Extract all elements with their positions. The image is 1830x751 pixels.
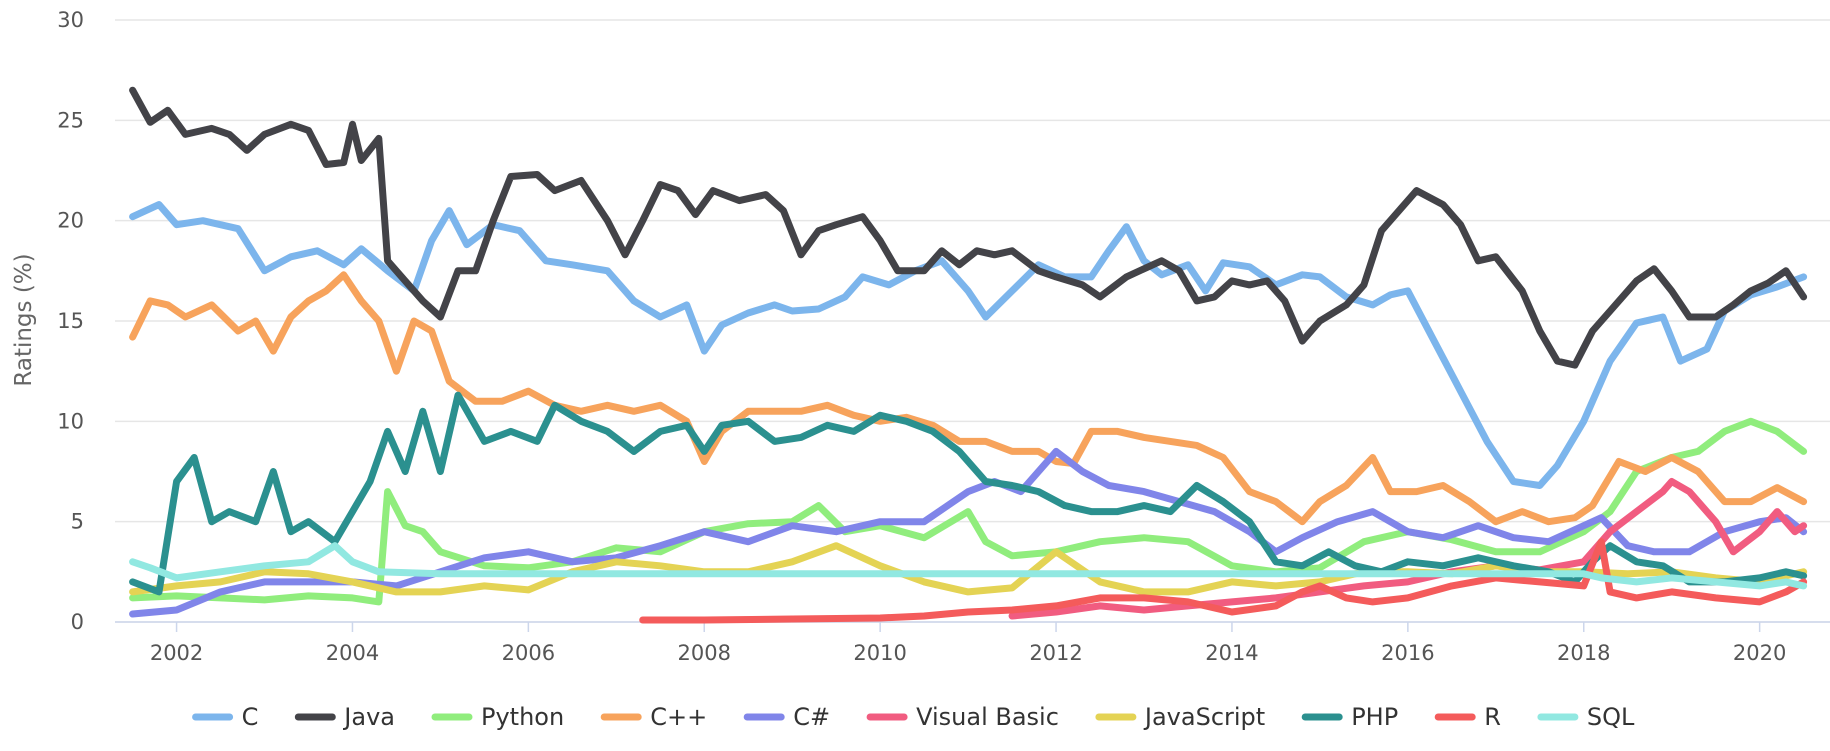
series-line-c xyxy=(129,201,1808,489)
legend-item[interactable]: C# xyxy=(743,703,830,731)
y-tick-label: 0 xyxy=(71,610,84,634)
legend-item[interactable]: R xyxy=(1434,703,1501,731)
legend-item[interactable]: Visual Basic xyxy=(866,703,1059,731)
legend-item[interactable]: SQL xyxy=(1537,703,1635,731)
series-line-sql xyxy=(129,542,1808,590)
legend-label: C++ xyxy=(650,703,707,731)
series-line-c- xyxy=(129,271,1808,526)
x-tick-label: 2014 xyxy=(1205,641,1258,665)
y-tick-label: 10 xyxy=(57,409,84,433)
x-tick-label: 2018 xyxy=(1557,641,1610,665)
legend-label: JavaScript xyxy=(1143,703,1265,731)
legend-label: SQL xyxy=(1587,703,1635,731)
legend-item[interactable]: C xyxy=(192,703,259,731)
series-lines xyxy=(129,86,1808,624)
legend-item[interactable]: JavaScript xyxy=(1095,703,1265,731)
y-tick-label: 5 xyxy=(71,510,84,534)
y-tick-label: 30 xyxy=(57,8,84,32)
x-tick-label: 2020 xyxy=(1733,641,1786,665)
x-tick-label: 2002 xyxy=(150,641,203,665)
legend-label: Java xyxy=(342,703,395,731)
legend-label: C# xyxy=(793,703,830,731)
legend-label: PHP xyxy=(1351,703,1398,731)
y-axis-title: Ratings (%) xyxy=(11,253,37,386)
legend: C Java Python C++ C# Visual Basic JavaScript PH… xyxy=(192,703,1635,731)
legend-item[interactable]: Python xyxy=(431,703,564,731)
y-tick-label: 25 xyxy=(57,108,84,132)
y-tick-label: 20 xyxy=(57,209,84,233)
legend-item[interactable]: Java xyxy=(294,703,395,731)
series-line-c- xyxy=(129,447,1808,618)
x-tick-label: 2004 xyxy=(326,641,379,665)
y-tick-label: 15 xyxy=(57,309,84,333)
y-axis-ticks: 0 5 10 15 20 25 30 xyxy=(57,8,84,634)
legend-label: Visual Basic xyxy=(916,703,1059,731)
legend-item[interactable]: PHP xyxy=(1301,703,1398,731)
legend-label: Python xyxy=(481,703,564,731)
x-tick-label: 2010 xyxy=(853,641,906,665)
series-line-java xyxy=(129,86,1808,369)
legend-label: C xyxy=(242,703,259,731)
x-tick-label: 2012 xyxy=(1029,641,1082,665)
x-tick-label: 2006 xyxy=(502,641,555,665)
legend-label: R xyxy=(1484,703,1501,731)
legend-item[interactable]: C++ xyxy=(600,703,707,731)
series-line-r xyxy=(639,538,1808,624)
x-tick-label: 2016 xyxy=(1381,641,1434,665)
x-axis-ticks: 2002 2004 2006 2008 2010 2012 2014 2016 2018 2020 xyxy=(115,621,1830,665)
x-tick-label: 2008 xyxy=(678,641,731,665)
series-line-php xyxy=(129,391,1808,596)
